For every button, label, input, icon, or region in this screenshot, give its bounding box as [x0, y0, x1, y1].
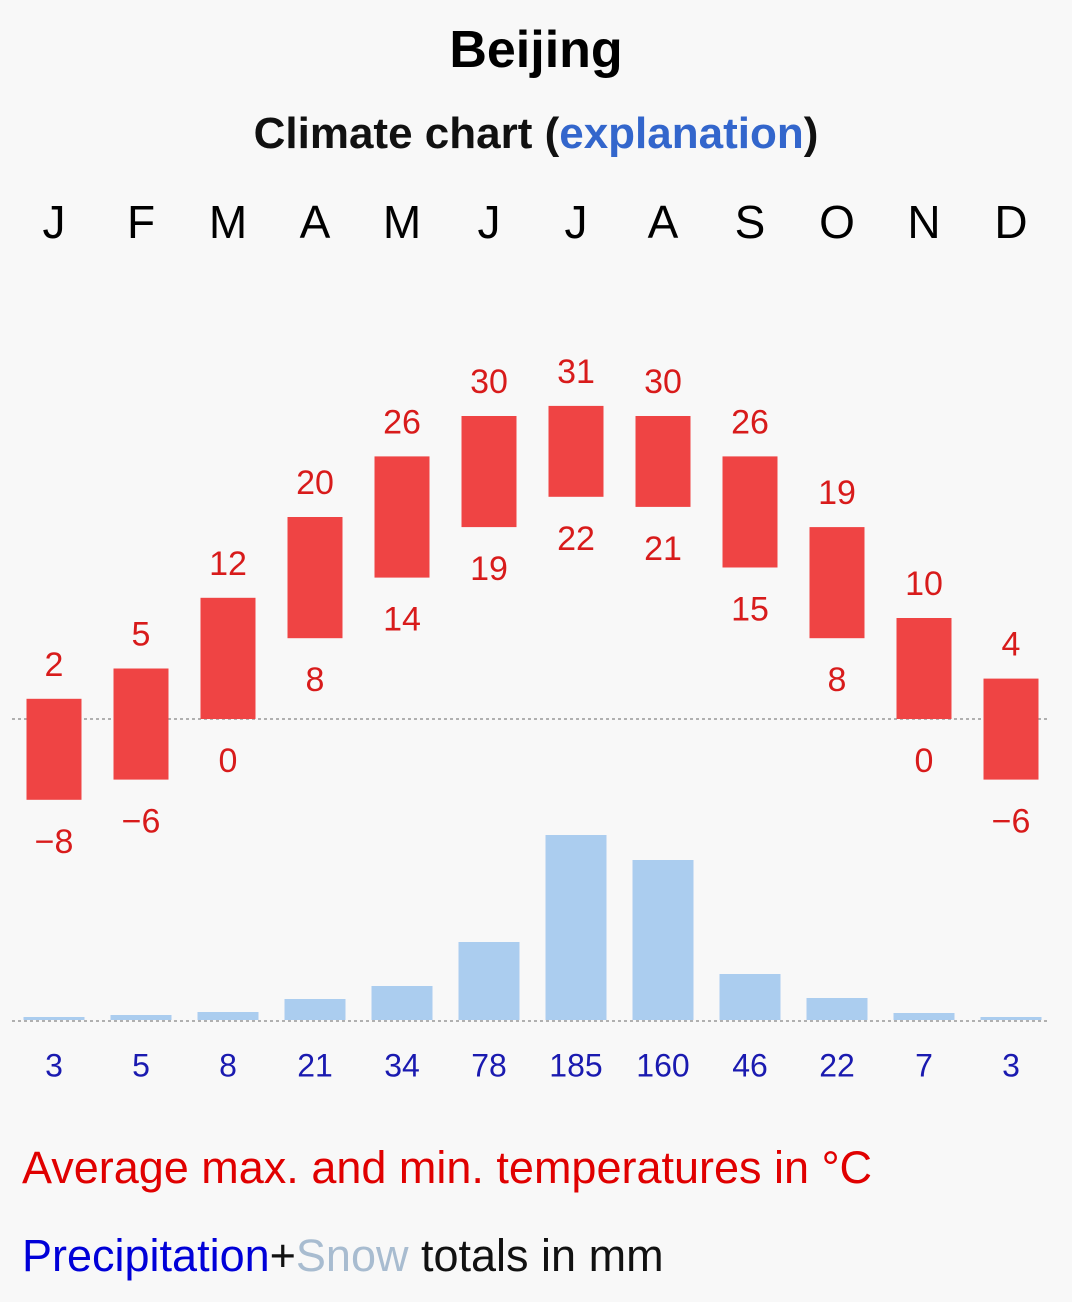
legend-precipitation-word[interactable]: Precipitation — [22, 1230, 270, 1281]
min-temp-label: 8 — [828, 661, 847, 699]
temperature-bar — [374, 456, 430, 578]
month-label: J — [43, 196, 66, 248]
month-label: D — [994, 196, 1027, 248]
precipitation-label: 46 — [732, 1047, 768, 1083]
max-temp-label: 10 — [905, 565, 943, 603]
min-temp-label: 19 — [470, 550, 508, 588]
precipitation-label: 5 — [132, 1047, 150, 1083]
precipitation-bar — [980, 1017, 1042, 1020]
month-label: S — [735, 196, 766, 248]
max-temp-label: 4 — [1002, 626, 1021, 664]
precipitation-bar — [458, 942, 520, 1020]
precipitation-bar — [632, 860, 694, 1020]
temperature-bar — [113, 668, 169, 780]
max-temp-label: 19 — [818, 474, 856, 512]
min-temp-label: 0 — [915, 742, 934, 780]
precipitation-label: 7 — [915, 1047, 933, 1083]
precipitation-bar — [545, 835, 607, 1020]
precipitation-label: 22 — [819, 1047, 855, 1083]
legend-precipitation: Precipitation+Snow totals in mm — [22, 1228, 664, 1284]
precipitation-bar — [23, 1017, 85, 1020]
month-label: N — [907, 196, 940, 248]
climate-chart: J2−83F5−65M1208A20821M261434J301978J3122… — [12, 196, 1050, 1083]
temperature-bar — [26, 698, 82, 800]
precipitation-bar — [806, 998, 868, 1020]
precipitation-bar — [893, 1013, 955, 1020]
min-temp-label: −6 — [992, 803, 1031, 841]
min-temp-label: 14 — [383, 601, 421, 639]
precipitation-bar — [284, 999, 346, 1020]
subtitle-prefix: Climate chart ( — [253, 109, 560, 158]
subtitle-suffix: ) — [803, 109, 819, 158]
month-label: F — [127, 196, 155, 248]
precipitation-bar — [197, 1012, 259, 1020]
legend-snow-word[interactable]: Snow — [295, 1230, 409, 1281]
max-temp-label: 30 — [470, 363, 508, 401]
temperature-bar — [635, 416, 691, 507]
max-temp-label: 20 — [296, 464, 334, 502]
min-temp-label: 0 — [219, 742, 238, 780]
month-label: J — [478, 196, 501, 248]
legend-plus: + — [269, 1230, 296, 1281]
temperature-bar — [896, 618, 952, 719]
precipitation-label: 34 — [384, 1047, 420, 1083]
month-label: A — [300, 196, 331, 248]
legend-temperature: Average max. and min. temperatures in °C — [22, 1142, 873, 1193]
month-label: J — [565, 196, 588, 248]
precipitation-label: 3 — [1002, 1047, 1020, 1083]
min-temp-label: 8 — [306, 661, 325, 699]
precipitation-label: 8 — [219, 1047, 237, 1083]
precipitation-bar — [371, 986, 433, 1020]
precipitation-label: 3 — [45, 1047, 63, 1083]
max-temp-label: 2 — [45, 646, 64, 684]
max-temp-label: 26 — [731, 403, 769, 441]
min-temp-label: 15 — [731, 590, 769, 628]
month-label: O — [819, 196, 855, 248]
temperature-bar — [287, 517, 343, 639]
chart-subtitle: Climate chart (explanation) — [0, 106, 1072, 162]
max-temp-label: 31 — [557, 353, 595, 391]
temperature-bar — [983, 678, 1039, 780]
precipitation-bar — [719, 974, 781, 1020]
explanation-link[interactable]: explanation — [559, 109, 804, 158]
temperature-bar — [548, 405, 604, 497]
max-temp-label: 12 — [209, 545, 247, 583]
precipitation-label: 21 — [297, 1047, 333, 1083]
max-temp-label: 30 — [644, 363, 682, 401]
max-temp-label: 26 — [383, 403, 421, 441]
max-temp-label: 5 — [132, 615, 151, 653]
precipitation-label: 185 — [549, 1047, 602, 1083]
precipitation-label: 160 — [636, 1047, 689, 1083]
temperature-bar — [200, 597, 256, 719]
month-label: A — [648, 196, 679, 248]
legend-totals: totals in mm — [408, 1230, 664, 1281]
precipitation-label: 78 — [471, 1047, 507, 1083]
temperature-bar — [809, 527, 865, 639]
temperature-bar — [461, 416, 517, 528]
precipitation-bar — [110, 1015, 172, 1020]
min-temp-label: 21 — [644, 530, 682, 568]
chart-title: Beijing — [449, 21, 623, 79]
month-label: M — [209, 196, 247, 248]
temperature-bar — [722, 456, 778, 568]
min-temp-label: −8 — [35, 823, 74, 861]
month-label: M — [383, 196, 421, 248]
min-temp-label: −6 — [122, 803, 161, 841]
min-temp-label: 22 — [557, 520, 595, 558]
